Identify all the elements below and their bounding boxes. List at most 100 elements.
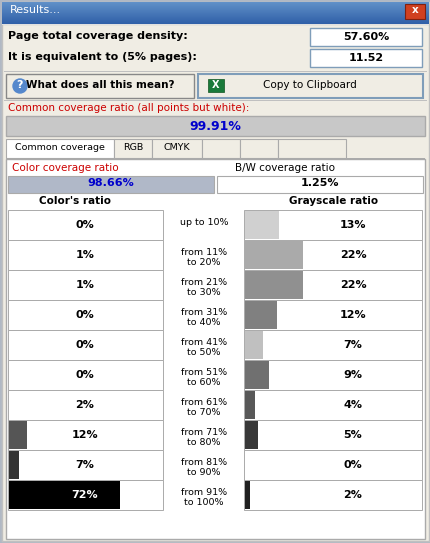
Bar — [8, 176, 214, 193]
Bar — [2, 15, 428, 16]
Bar — [9, 481, 120, 509]
Bar — [2, 22, 428, 23]
Bar — [404, 4, 424, 19]
Bar — [243, 360, 421, 390]
Bar — [244, 331, 262, 359]
Bar — [243, 330, 421, 360]
Bar — [244, 301, 276, 329]
Text: Grayscale: Grayscale — [288, 143, 335, 152]
Text: 0%: 0% — [343, 460, 362, 470]
Bar — [2, 12, 428, 13]
Text: 0%: 0% — [75, 220, 94, 230]
Text: 2%: 2% — [343, 490, 362, 500]
Text: 4%: 4% — [343, 400, 362, 410]
Circle shape — [13, 79, 27, 93]
Text: from 61%
to 70%: from 61% to 70% — [181, 398, 227, 418]
Bar — [243, 420, 421, 450]
Bar — [243, 240, 421, 270]
Text: from 71%
to 80%: from 71% to 80% — [181, 428, 227, 447]
Bar — [114, 139, 152, 158]
Bar — [2, 19, 428, 20]
Text: Page total coverage density:: Page total coverage density: — [8, 31, 187, 41]
Text: RGB: RGB — [123, 143, 143, 152]
Text: from 41%
to 50%: from 41% to 50% — [181, 338, 227, 357]
Text: 0%: 0% — [75, 310, 94, 320]
Bar — [6, 159, 424, 539]
Bar — [244, 271, 302, 299]
Text: Grayscale ratio: Grayscale ratio — [289, 196, 378, 206]
Bar — [2, 5, 428, 6]
Text: What does all this mean?: What does all this mean? — [26, 80, 174, 90]
Text: It is equivalent to (5% pages):: It is equivalent to (5% pages): — [8, 52, 197, 62]
Text: from 31%
to 40%: from 31% to 40% — [181, 308, 227, 327]
Bar — [8, 360, 163, 390]
Text: Common coverage: Common coverage — [15, 143, 104, 152]
Bar — [243, 480, 421, 510]
Bar — [309, 49, 421, 67]
Text: from 51%
to 60%: from 51% to 60% — [181, 368, 227, 387]
Bar — [2, 21, 428, 22]
Bar — [2, 6, 428, 7]
Bar — [216, 176, 422, 193]
Bar — [244, 361, 268, 389]
Text: 98.66%: 98.66% — [87, 178, 134, 188]
Text: 1.25%: 1.25% — [300, 178, 338, 188]
Bar — [309, 28, 421, 46]
Text: LAB: LAB — [249, 143, 267, 152]
Bar — [208, 79, 224, 92]
Text: from 21%
to 30%: from 21% to 30% — [181, 278, 227, 298]
Text: Color coverage ratio: Color coverage ratio — [12, 163, 118, 173]
Bar — [244, 211, 278, 239]
Bar — [2, 11, 428, 12]
Text: 1%: 1% — [75, 250, 94, 260]
Bar — [2, 9, 428, 10]
Text: 11.52: 11.52 — [347, 53, 383, 63]
Text: HSB: HSB — [211, 143, 230, 152]
Bar — [8, 390, 163, 420]
Text: Color's ratio: Color's ratio — [39, 196, 111, 206]
Bar — [2, 13, 428, 14]
Bar — [8, 480, 163, 510]
Bar — [2, 14, 428, 15]
Text: 57.60%: 57.60% — [342, 32, 388, 42]
Bar — [8, 450, 163, 480]
Bar — [2, 16, 428, 17]
Text: X: X — [212, 80, 219, 90]
Text: B/W coverage ratio: B/W coverage ratio — [234, 163, 334, 173]
Bar — [244, 481, 249, 509]
Bar — [8, 330, 163, 360]
Bar — [202, 139, 240, 158]
Bar — [2, 8, 428, 9]
Bar — [4, 100, 426, 101]
Bar — [277, 139, 345, 158]
Bar — [243, 390, 421, 420]
Text: 72%: 72% — [71, 490, 98, 500]
Text: 1%: 1% — [75, 280, 94, 290]
Bar — [2, 2, 428, 3]
Bar — [2, 7, 428, 8]
Text: from 91%
to 100%: from 91% to 100% — [181, 488, 227, 507]
Text: 13%: 13% — [339, 220, 366, 230]
Text: 12%: 12% — [71, 430, 98, 440]
Text: 9%: 9% — [343, 370, 362, 380]
Bar — [152, 139, 202, 158]
Bar — [2, 4, 428, 5]
Bar — [2, 17, 428, 18]
Text: CMYK: CMYK — [163, 143, 190, 152]
Bar — [6, 116, 424, 136]
Bar — [243, 210, 421, 240]
Text: from 81%
to 90%: from 81% to 90% — [181, 458, 227, 477]
Bar — [244, 421, 258, 449]
Text: 7%: 7% — [75, 460, 94, 470]
Text: 7%: 7% — [343, 340, 362, 350]
Bar — [6, 139, 114, 158]
Text: 0%: 0% — [75, 340, 94, 350]
Bar — [243, 270, 421, 300]
Bar — [243, 450, 421, 480]
Text: 12%: 12% — [339, 310, 366, 320]
Bar — [244, 241, 302, 269]
Text: ?: ? — [17, 80, 23, 90]
Bar — [6, 158, 424, 159]
Text: 0%: 0% — [75, 370, 94, 380]
Bar — [2, 3, 428, 4]
